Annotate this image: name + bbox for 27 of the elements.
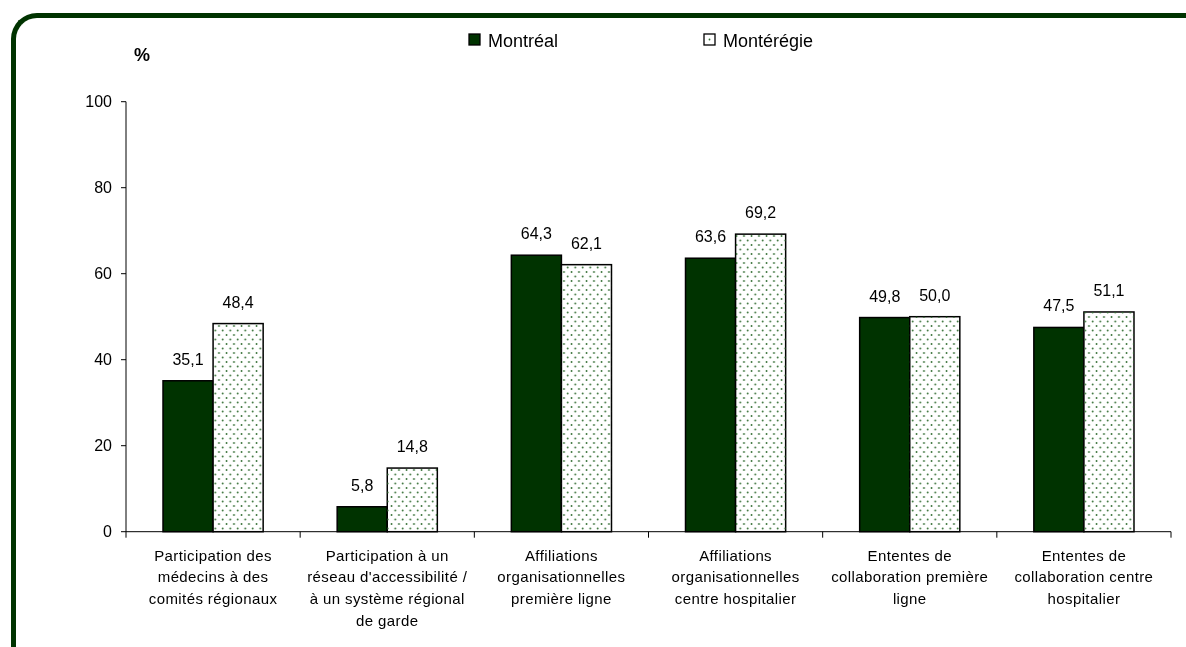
x-tick-label: Affiliations organisationnelles centre hospitalier: [671, 546, 800, 608]
data-label: 63,6: [694, 228, 727, 246]
x-tick-label: Ententes de collaboration centre hospitalier: [1014, 546, 1154, 608]
data-label: 62,1: [570, 234, 603, 252]
data-label: 51,1: [1093, 281, 1125, 299]
data-label: 50,0: [919, 286, 951, 304]
y-tick-label: 60: [94, 265, 113, 283]
y-tick-label: 100: [85, 93, 113, 111]
y-axis-title: %: [133, 45, 151, 65]
x-tick-label: Ententes de collaboration première ligne: [831, 546, 989, 608]
data-label: 49,8: [869, 287, 901, 305]
data-label: 35,1: [172, 350, 204, 368]
data-label: 5,8: [351, 476, 374, 494]
y-tick-label: 20: [94, 437, 113, 455]
legend-label: Montréal: [488, 30, 559, 51]
x-tick-label: Participation des médecins à des comités régionaux: [148, 546, 278, 608]
x-tick-label: Affiliations organisationnelles première ligne: [497, 546, 626, 608]
legend-label: Montérégie: [723, 30, 814, 51]
data-label: 48,4: [222, 293, 254, 311]
data-label: 14,8: [396, 438, 428, 456]
y-tick-label: 0: [103, 523, 113, 541]
data-label: 64,3: [520, 225, 553, 243]
x-tick-label: Participation à un réseau d'accessibilité / à un système régional de garde: [307, 546, 468, 629]
data-label: 69,2: [745, 204, 777, 222]
data-label: 47,5: [1043, 297, 1075, 315]
y-tick-label: 80: [94, 179, 113, 197]
y-tick-label: 40: [94, 351, 113, 369]
